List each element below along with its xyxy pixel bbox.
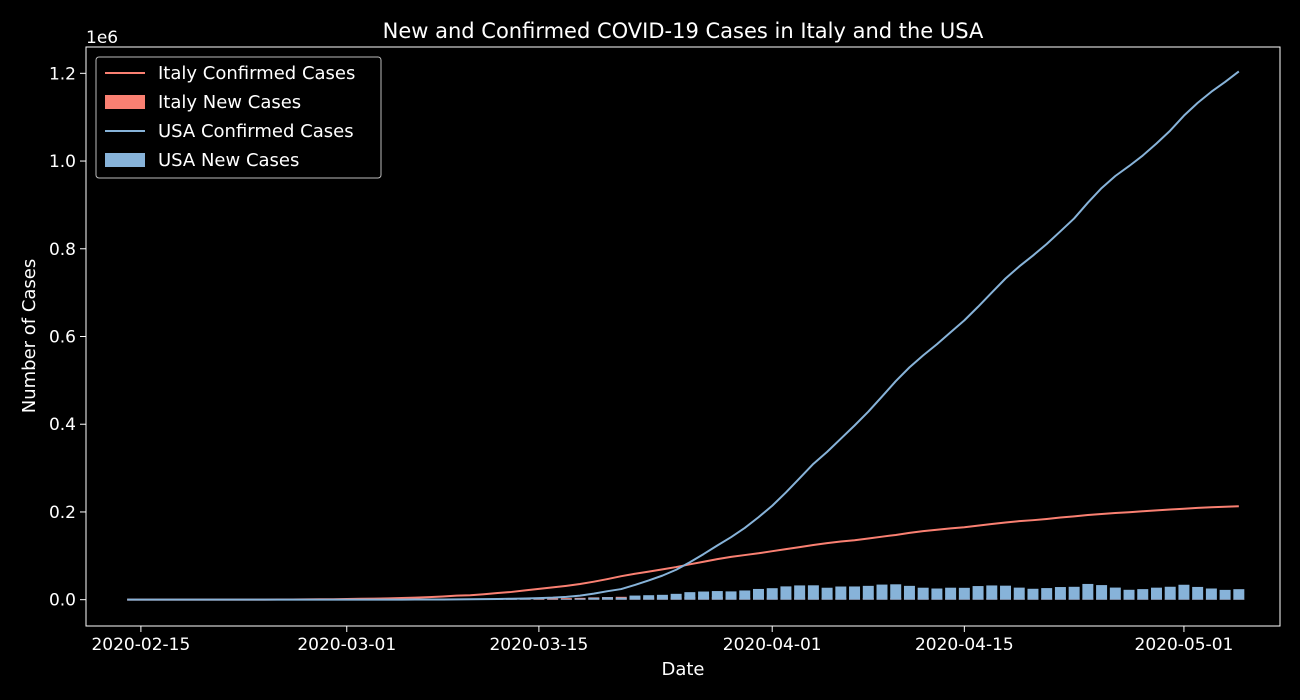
usa-new-cases-bar bbox=[629, 595, 641, 600]
usa-new-cases-bar bbox=[560, 598, 572, 600]
usa-new-cases-bar bbox=[1164, 586, 1176, 600]
usa-new-cases-bar bbox=[656, 594, 668, 600]
usa-new-cases-bar bbox=[1027, 588, 1039, 600]
usa-new-cases-legend-label: USA New Cases bbox=[158, 150, 299, 171]
usa-new-cases-bar bbox=[807, 585, 819, 600]
y-offset-label: 1e6 bbox=[86, 28, 118, 48]
usa-new-cases-bar bbox=[1013, 587, 1025, 600]
usa-new-cases-legend-swatch bbox=[105, 153, 145, 167]
usa-new-cases-bar bbox=[1082, 583, 1094, 600]
x-tick-label: 2020-03-15 bbox=[489, 635, 588, 655]
usa-new-cases-bar bbox=[602, 597, 614, 600]
usa-new-cases-bar bbox=[876, 584, 888, 600]
usa-new-cases-bar bbox=[1068, 586, 1080, 600]
x-tick-label: 2020-04-01 bbox=[723, 635, 822, 655]
y-axis-label: Number of Cases bbox=[19, 259, 40, 414]
usa-new-cases-bar bbox=[849, 586, 861, 600]
usa-new-cases-bar bbox=[780, 586, 792, 600]
usa-new-cases-bar bbox=[684, 592, 696, 600]
usa-new-cases-bar bbox=[1123, 589, 1135, 600]
y-tick-label: 0.0 bbox=[49, 591, 76, 611]
usa-new-cases-bar bbox=[643, 595, 655, 600]
y-tick-label: 0.6 bbox=[49, 328, 76, 348]
x-tick-label: 2020-05-01 bbox=[1135, 635, 1234, 655]
x-axis-label: Date bbox=[661, 659, 704, 680]
usa-new-cases-bar bbox=[986, 585, 998, 600]
usa-new-cases-bar bbox=[1109, 587, 1121, 600]
x-tick-label: 2020-02-15 bbox=[91, 635, 190, 655]
y-tick-label: 0.8 bbox=[49, 240, 76, 260]
italy-new-cases-bar bbox=[560, 598, 572, 600]
usa-new-cases-bar bbox=[1178, 584, 1190, 600]
bar-layer bbox=[217, 583, 1245, 600]
y-tick-label: 0.4 bbox=[49, 415, 76, 435]
usa-new-cases-bar bbox=[1041, 588, 1053, 600]
x-axis: 2020-02-15 2020-03-01 2020-03-15 2020-04-01… bbox=[91, 626, 1233, 655]
usa-new-cases-bar bbox=[1192, 586, 1204, 600]
usa-new-cases-bar bbox=[794, 585, 806, 600]
usa-new-cases-bar bbox=[931, 588, 943, 600]
usa-new-cases-bar bbox=[945, 587, 957, 600]
y-axis: 0.0 0.2 0.4 0.6 0.8 1.0 1.2 bbox=[49, 64, 86, 611]
y-tick-label: 0.2 bbox=[49, 503, 76, 523]
usa-new-cases-bar bbox=[1137, 589, 1149, 600]
usa-confirmed-cases-legend-label: USA Confirmed Cases bbox=[158, 121, 354, 142]
usa-new-cases-bar bbox=[972, 586, 984, 600]
usa-new-cases-bar bbox=[574, 598, 586, 600]
usa-new-cases-bar bbox=[1219, 589, 1231, 600]
usa-new-cases-bar bbox=[752, 588, 764, 600]
y-tick-label: 1.0 bbox=[49, 152, 76, 172]
usa-new-cases-bar bbox=[1096, 585, 1108, 600]
italy-confirmed-cases-legend-label: Italy Confirmed Cases bbox=[158, 63, 355, 84]
usa-new-cases-bar bbox=[588, 597, 600, 600]
x-tick-label: 2020-03-01 bbox=[297, 635, 396, 655]
usa-new-cases-bar bbox=[821, 587, 833, 600]
usa-new-cases-bar bbox=[1205, 588, 1217, 600]
usa-new-cases-bar bbox=[766, 588, 778, 600]
usa-new-cases-bar bbox=[1233, 589, 1245, 600]
usa-new-cases-bar bbox=[835, 586, 847, 600]
usa-new-cases-bar bbox=[670, 593, 682, 600]
usa-confirmed-cases-line bbox=[127, 70, 1240, 601]
usa-new-cases-bar bbox=[917, 587, 929, 600]
legend-box bbox=[95, 56, 382, 179]
x-tick-label: 2020-04-15 bbox=[915, 635, 1014, 655]
usa-new-cases-bar bbox=[862, 585, 874, 600]
y-tick-label: 1.2 bbox=[49, 64, 76, 84]
usa-new-cases-bar bbox=[1054, 587, 1066, 600]
usa-new-cases-bar bbox=[890, 584, 902, 600]
usa-new-cases-bar bbox=[615, 597, 627, 600]
italy-new-cases-legend-label: Italy New Cases bbox=[158, 92, 301, 113]
usa-new-cases-bar bbox=[1000, 585, 1012, 600]
line-layer bbox=[127, 70, 1240, 601]
italy-new-cases-legend-swatch bbox=[105, 95, 145, 109]
chart-title: New and Confirmed COVID-19 Cases in Ital… bbox=[383, 19, 984, 43]
usa-new-cases-bar bbox=[903, 585, 915, 600]
usa-new-cases-bar bbox=[958, 587, 970, 600]
italy-new-cases-bar bbox=[547, 598, 559, 600]
usa-new-cases-bar bbox=[711, 591, 723, 600]
legend: Italy Confirmed Cases Italy New Cases USA … bbox=[95, 56, 382, 179]
usa-new-cases-bar bbox=[725, 591, 737, 600]
usa-new-cases-bar bbox=[1150, 587, 1162, 600]
usa-new-cases-bar bbox=[739, 590, 751, 600]
usa-new-cases-bar bbox=[698, 591, 710, 600]
